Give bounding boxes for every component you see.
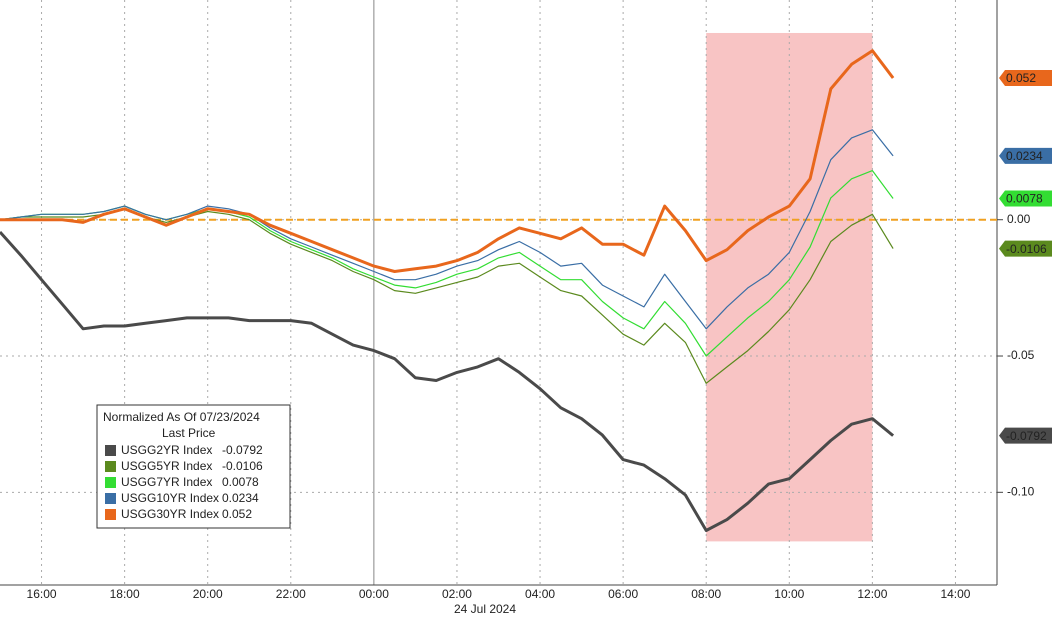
last-value-badge: 0.0078 (999, 190, 1052, 207)
legend-label: USGG10YR Index (121, 491, 219, 505)
x-tick-label: 08:00 (691, 587, 721, 601)
badge-label: -0.0792 (1006, 429, 1047, 443)
legend-box (96, 404, 291, 529)
legend-title: Normalized As Of 07/23/2024 (103, 410, 260, 424)
series-line (0, 49, 895, 273)
series-line (0, 230, 895, 532)
legend-value: -0.0106 (222, 459, 263, 473)
legend-subtitle: Last Price (162, 426, 216, 440)
legend-value: 0.0234 (222, 491, 259, 505)
legend-swatch (105, 493, 116, 504)
x-tick-label: 06:00 (608, 587, 638, 601)
series-line (0, 129, 894, 330)
legend-value: 0.052 (222, 507, 252, 521)
last-value-badge: 0.052 (999, 69, 1052, 86)
badge-label: 0.0078 (1006, 192, 1043, 206)
last-value-badge: 0.0234 (999, 147, 1052, 164)
x-tick-label: 04:00 (525, 587, 555, 601)
legend-value: 0.0078 (222, 475, 259, 489)
x-tick-label: 10:00 (774, 587, 804, 601)
x-tick-label: 18:00 (110, 587, 140, 601)
x-tick-label: 02:00 (442, 587, 472, 601)
x-tick-label: 00:00 (359, 587, 389, 601)
x-tick-label: 12:00 (857, 587, 887, 601)
legend-swatch (105, 445, 116, 456)
legend-swatch (105, 461, 116, 472)
badge-label: 0.052 (1006, 71, 1036, 85)
x-sublabel: 24 Jul 2024 (454, 602, 516, 616)
badge-label: 0.0234 (1006, 149, 1043, 163)
x-tick-label: 14:00 (940, 587, 970, 601)
last-value-badge: -0.0106 (999, 240, 1052, 257)
legend-value: -0.0792 (222, 443, 263, 457)
legend-label: USGG30YR Index (121, 507, 219, 521)
y-tick-label: -0.10 (1007, 484, 1035, 498)
x-tick-label: 20:00 (193, 587, 223, 601)
x-tick-label: 16:00 (27, 587, 57, 601)
badge-shape (999, 190, 1052, 207)
badge-shape (999, 147, 1052, 164)
badge-shape (999, 240, 1052, 257)
legend-swatch (105, 509, 116, 520)
badge-shape (999, 427, 1052, 444)
badge-label: -0.0106 (1006, 242, 1047, 256)
legend-swatch (105, 477, 116, 488)
last-value-badge: -0.0792 (999, 427, 1052, 444)
legend: Normalized As Of 07/23/2024 Last Price USG… (96, 404, 291, 529)
y-tick-label: 0.00 (1007, 212, 1031, 226)
y-tick-label: -0.05 (1007, 348, 1035, 362)
legend-label: USGG5YR Index (121, 459, 212, 473)
legend-label: USGG2YR Index (121, 443, 212, 457)
legend-label: USGG7YR Index (121, 475, 212, 489)
x-tick-label: 22:00 (276, 587, 306, 601)
badge-shape (999, 69, 1052, 86)
